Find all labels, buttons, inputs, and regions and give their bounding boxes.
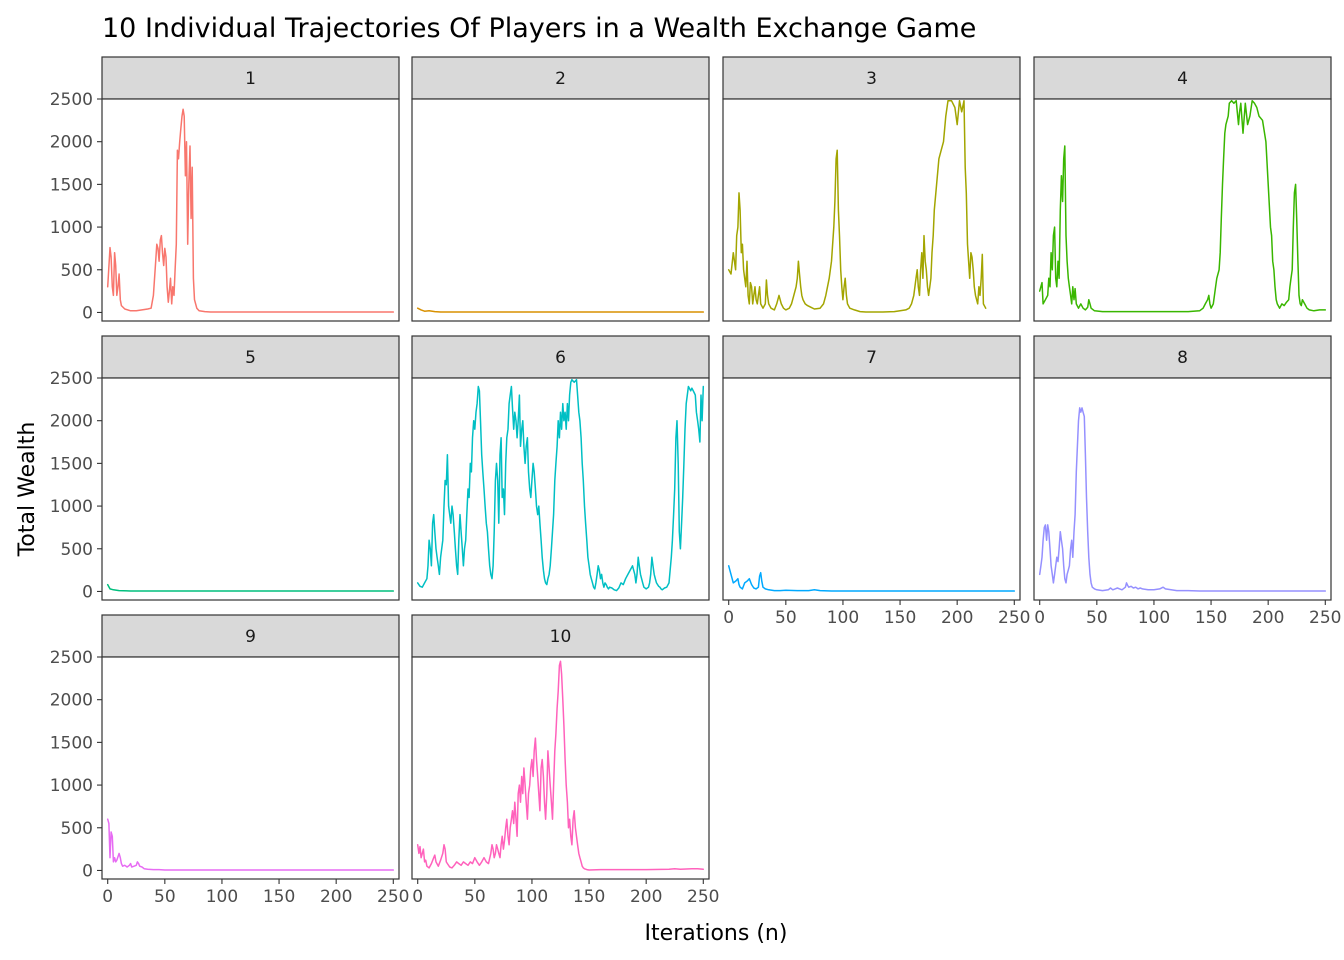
series-line-player-8 <box>1038 407 1327 592</box>
y-tick-label: 2500 <box>50 648 93 668</box>
y-tick-label: 500 <box>61 540 93 560</box>
facet-strip-label: 7 <box>866 348 877 368</box>
facet-strip-label: 5 <box>245 348 256 368</box>
facet-strip-3 <box>722 56 1021 100</box>
facet-panel-6: 6 <box>411 335 710 601</box>
facet-strip-label: 1 <box>245 69 256 89</box>
facet-panel-4: 4 <box>1033 56 1332 322</box>
series-line-player-10 <box>416 660 705 871</box>
facet-panel-9: 9 0 500 1000 1500 2000 2500 0 50 100 150 200 250 <box>50 614 410 907</box>
facet-strip-label: 2 <box>555 69 566 89</box>
y-tick-label: 2000 <box>50 691 93 711</box>
facet-strip-label: 4 <box>1177 69 1188 89</box>
series-line-player-3 <box>727 99 987 313</box>
facet-plot-area <box>101 377 400 601</box>
y-tick-label: 0 <box>82 861 93 881</box>
facet-panel-2: 2 <box>411 56 710 322</box>
y-tick-label: 1000 <box>50 776 93 796</box>
x-tick-label: 150 <box>884 608 916 628</box>
x-tick-label: 50 <box>154 887 176 907</box>
y-tick-label: 2500 <box>50 90 93 110</box>
facet-strip-7 <box>722 335 1021 379</box>
facet-strip-9 <box>101 614 400 658</box>
y-tick-label: 1500 <box>50 733 93 753</box>
facet-panel-5: 5 0 500 1000 1500 2000 2500 <box>50 335 400 602</box>
series-line-player-5 <box>106 583 395 592</box>
facet-strip-6 <box>411 335 710 379</box>
x-tick-label: 200 <box>320 887 352 907</box>
facet-panel-1: 1 0 500 1000 1500 2000 2500 <box>50 56 400 323</box>
series-line-player-2 <box>416 307 705 313</box>
y-tick-label: 500 <box>61 261 93 281</box>
y-tick-label: 1500 <box>50 454 93 474</box>
x-tick-label: 250 <box>1309 608 1341 628</box>
chart-title: 10 Individual Trajectories Of Players in… <box>102 13 976 44</box>
x-tick-label: 50 <box>1086 608 1108 628</box>
x-tick-label: 0 <box>1034 608 1045 628</box>
x-tick-label: 250 <box>377 887 409 907</box>
facet-strip-label: 3 <box>866 69 877 89</box>
facet-strip-2 <box>411 56 710 100</box>
x-tick-label: 0 <box>412 887 423 907</box>
x-tick-label: 50 <box>775 608 797 628</box>
facet-strip-label: 9 <box>245 627 256 647</box>
y-tick-label: 500 <box>61 819 93 839</box>
x-tick-label: 250 <box>687 887 719 907</box>
x-tick-label: 100 <box>827 608 859 628</box>
facet-strip-1 <box>101 56 400 100</box>
facet-panel-10: 100 50 100 150 200 250 <box>411 614 720 907</box>
facet-panel-7: 7 0 50 100 150 200 250 <box>722 335 1031 628</box>
y-tick-label: 1000 <box>50 218 93 238</box>
facet-plot-area <box>411 98 710 322</box>
x-tick-label: 0 <box>102 887 113 907</box>
facet-plot-area <box>1033 377 1332 601</box>
series-line-player-1 <box>106 108 395 313</box>
y-axis-title: Total Wealth <box>15 422 40 558</box>
y-tick-label: 2000 <box>50 412 93 432</box>
y-tick-label: 2500 <box>50 369 93 389</box>
facet-plot-area <box>101 656 400 880</box>
x-tick-label: 250 <box>998 608 1030 628</box>
x-axis-title: Iterations (n) <box>645 921 788 946</box>
facet-plot-area <box>722 98 1021 322</box>
x-tick-label: 150 <box>263 887 295 907</box>
x-tick-label: 200 <box>1252 608 1284 628</box>
facet-strip-label: 6 <box>555 348 566 368</box>
x-tick-label: 100 <box>1138 608 1170 628</box>
series-line-player-6 <box>416 378 705 592</box>
x-tick-label: 200 <box>941 608 973 628</box>
facet-plot-area <box>101 98 400 322</box>
facet-panel-3: 3 <box>722 56 1021 322</box>
series-line-player-4 <box>1038 99 1327 313</box>
facet-panel-8: 8 0 50 100 150 200 250 <box>1033 335 1342 628</box>
facet-plot-area <box>722 377 1021 601</box>
facet-strip-5 <box>101 335 400 379</box>
facet-strip-10 <box>411 614 710 658</box>
series-line-player-9 <box>106 818 395 871</box>
y-tick-label: 0 <box>82 303 93 323</box>
y-tick-label: 0 <box>82 582 93 602</box>
x-tick-label: 100 <box>516 887 548 907</box>
x-tick-label: 50 <box>464 887 486 907</box>
y-tick-label: 1000 <box>50 497 93 517</box>
x-tick-label: 150 <box>573 887 605 907</box>
facet-strip-label: 10 <box>550 627 572 647</box>
facet-plot-area <box>1033 98 1332 322</box>
series-line-player-7 <box>727 565 1016 592</box>
x-tick-label: 0 <box>723 608 734 628</box>
facet-plot-area <box>411 656 710 880</box>
x-tick-label: 150 <box>1195 608 1227 628</box>
x-tick-label: 200 <box>630 887 662 907</box>
x-tick-label: 100 <box>206 887 238 907</box>
y-tick-label: 2000 <box>50 133 93 153</box>
y-tick-label: 1500 <box>50 175 93 195</box>
facet-strip-label: 8 <box>1177 348 1188 368</box>
